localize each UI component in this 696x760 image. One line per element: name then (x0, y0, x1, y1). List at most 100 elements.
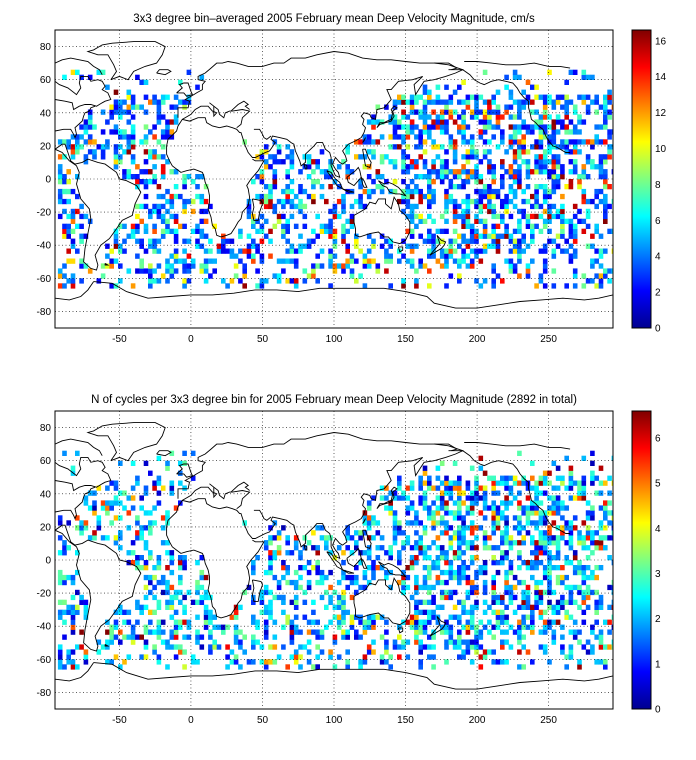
heatmap-cell (397, 644, 402, 650)
heatmap-cell (358, 273, 363, 279)
heatmap-cell (585, 94, 591, 100)
heatmap-cell (216, 248, 222, 254)
heatmap-cell (517, 450, 522, 456)
heatmap-cell (555, 619, 561, 625)
heatmap-cell (268, 525, 273, 531)
heatmap-cell (474, 545, 479, 551)
heatmap-cell (388, 510, 393, 516)
heatmap-cell (542, 223, 548, 229)
y-tick-label: 20 (40, 522, 52, 533)
heatmap-cell (341, 193, 346, 200)
heatmap-cell (495, 505, 501, 511)
heatmap-cell (542, 619, 548, 625)
heatmap-cell (457, 505, 462, 511)
heatmap-cell (276, 530, 282, 536)
heatmap-cell (482, 278, 488, 284)
heatmap-cell (409, 179, 415, 185)
heatmap-cell (251, 560, 256, 566)
heatmap-cell (598, 233, 604, 239)
heatmap-cell (251, 644, 256, 650)
heatmap-cell (444, 159, 449, 165)
heatmap-cell (469, 560, 475, 566)
heatmap-cell (461, 599, 466, 605)
heatmap-cell (263, 629, 269, 635)
heatmap-cell (160, 273, 166, 279)
heatmap-cell (551, 639, 557, 645)
heatmap-cell (362, 569, 368, 576)
heatmap-cell (568, 470, 574, 476)
heatmap-cell (517, 139, 522, 145)
heatmap-cell (328, 228, 333, 234)
heatmap-cell (495, 104, 501, 110)
heatmap-cell (482, 540, 488, 546)
heatmap-cell (461, 520, 466, 526)
heatmap-cell (79, 223, 84, 229)
heatmap-cell (70, 149, 76, 155)
heatmap-cell (500, 535, 505, 541)
heatmap-cell (500, 500, 505, 506)
heatmap-cell (534, 525, 539, 531)
heatmap-cell (435, 154, 441, 160)
heatmap-cell (418, 129, 423, 135)
coastline (55, 143, 142, 271)
heatmap-cell (598, 520, 604, 526)
heatmap-cell (118, 609, 123, 615)
heatmap-cell (448, 594, 454, 601)
heatmap-cell (143, 79, 149, 85)
heatmap-cell (70, 664, 76, 670)
heatmap-cell (500, 530, 505, 536)
heatmap-cell (534, 144, 539, 150)
heatmap-cell (469, 624, 475, 630)
heatmap-cell (268, 565, 273, 571)
heatmap-cell (397, 485, 402, 491)
heatmap-cell (332, 634, 338, 640)
heatmap-cell (311, 664, 316, 670)
heatmap-cell (173, 114, 179, 120)
heatmap-cell (315, 550, 320, 556)
heatmap-cell (508, 644, 514, 650)
heatmap-cell (186, 589, 192, 596)
heatmap-cell (272, 203, 278, 210)
heatmap-cell (126, 89, 132, 95)
heatmap-cell (452, 238, 458, 244)
coastline (362, 518, 366, 524)
heatmap-cell (495, 213, 501, 220)
heatmap-cell (315, 179, 320, 185)
heatmap-cell (474, 164, 479, 170)
heatmap-cell (143, 560, 149, 566)
coastline (434, 62, 459, 71)
heatmap-cell (487, 149, 492, 155)
heatmap-cell (135, 480, 140, 486)
heatmap-cell (105, 500, 110, 506)
heatmap-cell (603, 480, 608, 486)
heatmap-cell (448, 253, 454, 259)
heatmap-cell (435, 174, 441, 180)
heatmap-cell (315, 569, 320, 576)
heatmap-cell (126, 119, 132, 125)
heatmap-cell (143, 268, 149, 274)
heatmap-cell (603, 525, 608, 531)
y-tick-label: 80 (40, 42, 52, 53)
heatmap-cell (349, 213, 355, 220)
heatmap-cell (590, 164, 595, 170)
heatmap-cell (251, 223, 256, 229)
heatmap-cell (560, 624, 565, 630)
heatmap-cell (345, 218, 350, 224)
heatmap-cell (465, 574, 471, 581)
x-tick-label: 0 (188, 715, 194, 726)
heatmap-cell (469, 248, 475, 254)
coastline-velocity (55, 41, 613, 309)
heatmap-cell (358, 198, 363, 205)
heatmap-cell (251, 253, 256, 259)
heatmap-cell (169, 134, 175, 140)
heatmap-cell (208, 629, 213, 635)
heatmap-cell (113, 99, 119, 105)
heatmap-cells-velocity (57, 69, 613, 289)
heatmap-cell (92, 500, 97, 506)
heatmap-cell (512, 193, 518, 200)
heatmap-cell (328, 253, 333, 259)
heatmap-cell (366, 149, 372, 155)
heatmap-cell (555, 213, 561, 220)
heatmap-cell (362, 515, 368, 521)
heatmap-cell (547, 69, 552, 75)
